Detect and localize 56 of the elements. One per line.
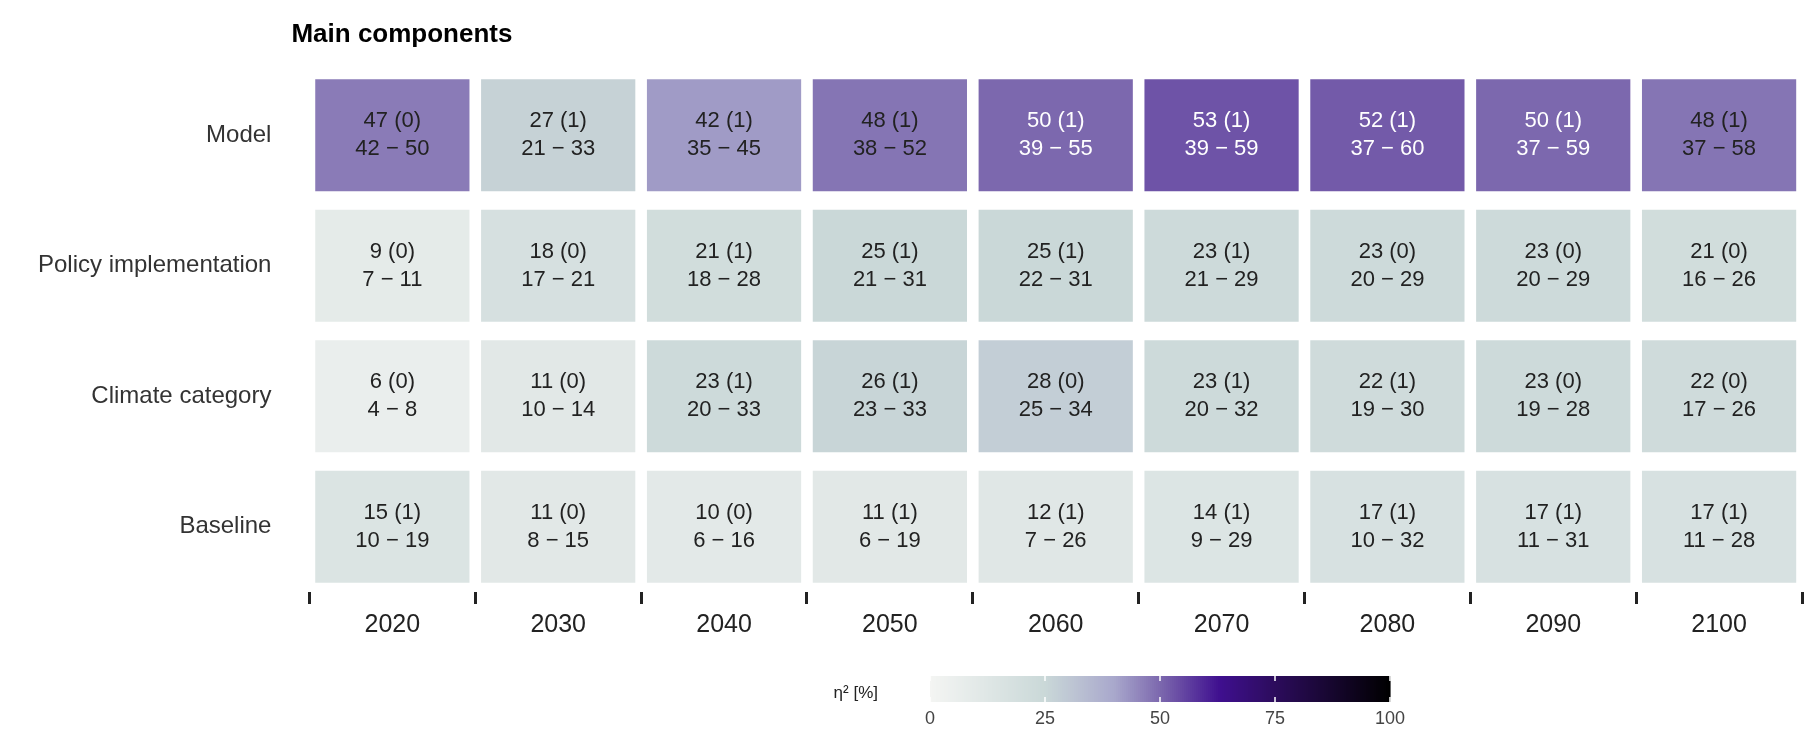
data-label: 52 (1) 37 − 60 [1350,107,1425,161]
data-label: 50 (1) 37 − 59 [1516,107,1591,161]
data-label: 42 (1) 35 − 45 [687,107,762,161]
y-tick-label: Policy implementation [38,250,272,278]
data-label: 53 (1) 39 − 59 [1184,107,1259,161]
data-label: 47 (0) 42 − 50 [355,107,430,161]
data-label: 17 (1) 11 − 28 [1682,498,1756,552]
y-tick-label: Model [206,119,272,147]
x-tick-label: 2090 [1525,608,1582,637]
color-bar-label: 100 [1374,707,1406,728]
data-label: 23 (0) 19 − 28 [1516,368,1591,422]
data-label: 22 (1) 19 − 30 [1350,368,1425,422]
color-bar-label: 0 [924,707,936,728]
data-label: 25 (1) 22 − 31 [1018,237,1093,291]
data-label: 48 (1) 38 − 52 [852,107,927,161]
data-label: 15 (1) 10 − 19 [355,498,430,552]
y-tick-label: Climate category [91,380,272,408]
x-tick-label: 2020 [364,608,421,637]
data-label: 11 (1) 6 − 19 [858,498,921,552]
x-tick-label: 2100 [1691,608,1747,637]
data-label: 6 (0) 4 − 8 [367,368,418,422]
x-tick-label: 2080 [1359,608,1416,637]
data-label: 28 (0) 25 − 34 [1018,368,1093,422]
x-tick-label: 2040 [696,608,752,637]
color-bar-label: 50 [1149,707,1171,728]
data-label: 50 (1) 39 − 55 [1018,107,1093,161]
chart-title: Main components [291,18,513,48]
data-label: 11 (0) 10 − 14 [521,368,596,422]
data-label: 14 (1) 9 − 29 [1190,498,1253,552]
x-tick-label: 2070 [1193,608,1250,637]
data-label: 17 (1) 11 − 31 [1517,498,1590,552]
color-bar-label: 75 [1264,707,1286,728]
data-label: 18 (0) 17 − 21 [521,237,596,291]
x-tick-label: 2060 [1027,608,1084,637]
x-tick-label: 2030 [530,608,587,637]
x-tick-label: 2050 [862,608,918,637]
data-label: 23 (0) 20 − 29 [1516,237,1591,291]
data-label: 21 (1) 18 − 28 [687,237,762,291]
data-label: 26 (1) 23 − 33 [852,368,927,422]
data-label: 25 (1) 21 − 31 [852,237,927,291]
data-label: 11 (0) 8 − 15 [527,498,590,552]
data-label: 22 (0) 17 − 26 [1682,368,1757,422]
data-label: 23 (1) 20 − 33 [687,368,762,422]
color-bar-label: 25 [1034,707,1056,728]
y-tick-label: Baseline [179,511,272,539]
color-bar-title: η² [%] [833,682,878,702]
data-label: 21 (0) 16 − 26 [1682,237,1757,291]
data-label: 10 (0) 6 − 16 [693,498,755,552]
data-label: 23 (1) 20 − 32 [1184,368,1259,422]
data-label: 48 (1) 37 − 58 [1682,107,1757,161]
data-label: 17 (1) 10 − 32 [1350,498,1425,552]
data-label: 12 (1) 7 − 26 [1024,498,1087,552]
data-label: 27 (1) 21 − 33 [521,107,596,161]
data-label: 23 (1) 21 − 29 [1184,237,1259,291]
data-label: 9 (0) 7 − 11 [362,237,423,291]
data-label: 23 (0) 20 − 29 [1350,237,1425,291]
